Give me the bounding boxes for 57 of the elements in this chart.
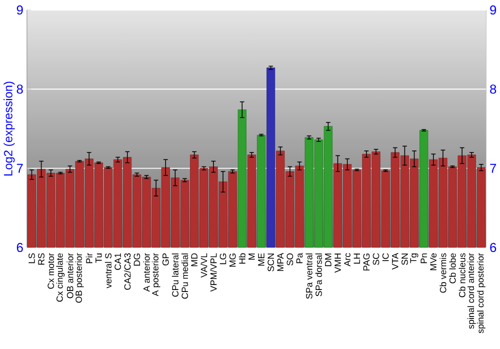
x-tick-label: SCN — [268, 254, 274, 272]
x-tick-label: MVe — [430, 253, 437, 270]
x-tick-label: Cb lobe — [449, 253, 456, 284]
x-tick-label: CA2/CA3 — [124, 253, 131, 290]
x-tick-label: SO — [286, 253, 294, 266]
x-tick-label: Cx cingulate — [56, 253, 65, 302]
x-tick-label: Cx motor — [48, 252, 54, 289]
y-tick-label: 7 — [16, 164, 23, 173]
x-tick-label: OB anterior — [66, 252, 74, 298]
x-tick-label: Tg — [410, 253, 418, 264]
x-tick-label: DM — [325, 254, 332, 266]
y2-tick-label: 6 — [490, 242, 496, 252]
x-tick-label: DG — [134, 253, 140, 266]
x-tick-label: LG — [220, 253, 226, 264]
y2-tick-label: 8 — [490, 84, 496, 94]
x-tick-label: MG — [229, 253, 236, 266]
x-tick-label: Pir — [86, 252, 92, 263]
x-tick-label: CA1 — [114, 253, 121, 270]
x-tick-label: SN — [402, 254, 408, 265]
y-tick-label: 9 — [16, 5, 23, 14]
x-tick-label: SPa ventral — [306, 253, 312, 299]
x-tick-label: Arc — [344, 253, 350, 266]
x-tick-label: spinal cord anterior — [467, 252, 476, 329]
x-tick-label: Cb vermis — [440, 253, 446, 293]
x-tick-label: MPA — [277, 252, 284, 271]
x-tick-label: GP — [162, 253, 169, 266]
x-tick-label: SPa dorsal — [315, 253, 322, 296]
x-tick-label: VTA — [392, 252, 398, 270]
x-tick-label: A posterior — [152, 252, 160, 296]
x-tick-label: Cb nucleus — [458, 253, 466, 298]
x-tick-label: Pn — [420, 253, 427, 263]
x-tick-label: Tu — [96, 253, 102, 263]
x-tick-label: M — [248, 254, 255, 260]
x-tick-label: RS — [38, 253, 44, 264]
x-tick-label: Hb — [238, 253, 246, 264]
x-tick-label: OB posterior — [75, 252, 84, 303]
x-tick-label: LS — [28, 253, 35, 263]
x-tick-label: ventral S — [104, 253, 112, 288]
y2-tick-label: 9 — [490, 5, 496, 14]
x-tick-label: spinal cord posterior — [477, 252, 486, 334]
x-tick-label: LH — [354, 254, 360, 264]
x-tick-label: PAG — [363, 253, 370, 270]
y-tick-label: 6 — [16, 242, 23, 252]
y-axis-title: Log2 (expression) — [4, 82, 15, 176]
x-tick-label: Pa — [296, 252, 303, 263]
x-tick-label: CPu lateral — [172, 253, 178, 297]
y-tick-label: 8 — [16, 84, 23, 94]
x-tick-label: VA/VL — [200, 253, 208, 278]
x-tick-label: VPM/VPL — [210, 253, 217, 292]
x-tick-label: CPu medial — [181, 253, 188, 299]
x-tick-label: SC — [372, 253, 380, 265]
x-tick-label: VMH — [334, 254, 341, 273]
x-tick-label: ME — [258, 253, 264, 266]
y2-tick-label: 7 — [490, 164, 496, 173]
x-tick-label: MD — [191, 253, 198, 266]
x-tick-label: A anterior — [143, 252, 150, 292]
x-tick-label: IC — [382, 253, 389, 261]
